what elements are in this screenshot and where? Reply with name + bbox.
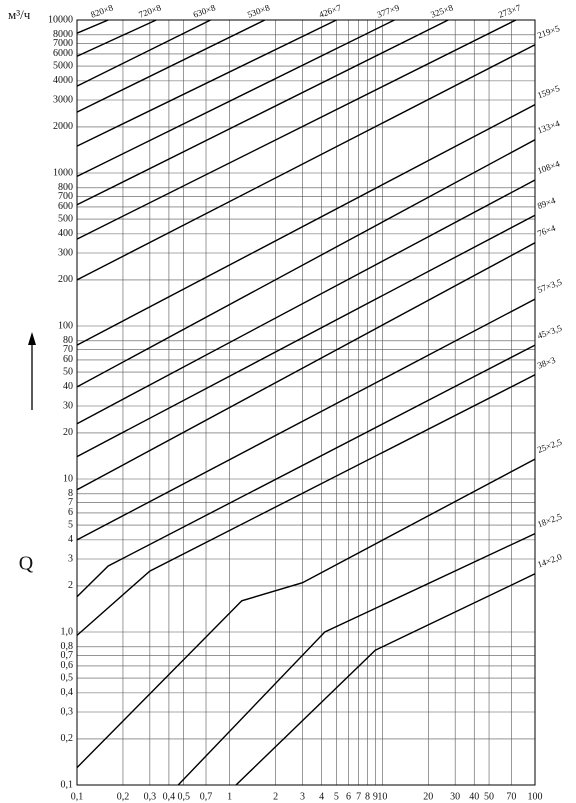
- axis-arrowhead: [28, 332, 36, 345]
- y-tick-label: 50: [63, 366, 73, 377]
- y-tick-label: 4000: [53, 75, 73, 86]
- y-tick-label: 0,1: [61, 779, 74, 790]
- x-tick-label: 100: [528, 791, 543, 802]
- x-tick-label: 2: [273, 791, 278, 802]
- y-tick-label: 5: [68, 519, 73, 530]
- series-line: [76, 344, 536, 598]
- y-tick-label: 0,3: [61, 706, 74, 717]
- series-line: [76, 19, 395, 178]
- series-line: [177, 532, 536, 786]
- x-tick-label: 9: [373, 791, 378, 802]
- y-tick-label: 80: [63, 335, 73, 346]
- x-tick-label: 7: [356, 791, 361, 802]
- x-tick-label: 10: [377, 791, 387, 802]
- series-line: [76, 19, 157, 57]
- x-tick-label: 0,3: [144, 791, 157, 802]
- series-line: [76, 19, 517, 240]
- y-tick-label: 0,5: [61, 672, 74, 683]
- y-tick-label: 800: [58, 182, 73, 193]
- y-tick-label: 70: [63, 344, 73, 355]
- y-tick-label: 7: [68, 497, 73, 508]
- y-tick-label: 10: [63, 473, 73, 484]
- y-tick-label: 60: [63, 354, 73, 365]
- y-tick-label: 4: [68, 534, 73, 545]
- y-tick-label: 500: [58, 213, 73, 224]
- y-tick-label: 0,8: [61, 641, 74, 652]
- series-line: [76, 458, 536, 769]
- series-line: [76, 139, 536, 388]
- y-tick-label: 400: [58, 228, 73, 239]
- series-line: [76, 242, 536, 491]
- x-tick-label: 0,4: [163, 791, 176, 802]
- series-line: [76, 19, 109, 34]
- x-tick-label: 8: [365, 791, 370, 802]
- y-tick-label: 100: [58, 320, 73, 331]
- y-tick-label: 600: [58, 201, 73, 212]
- y-tick-label: 1,0: [61, 626, 74, 637]
- y-tick-label: 0,2: [61, 733, 74, 744]
- x-tick-label: 0,2: [117, 791, 130, 802]
- x-tick-label: 4: [319, 791, 324, 802]
- x-tick-label: 30: [450, 791, 460, 802]
- series-line: [76, 103, 536, 346]
- series-line: [76, 19, 211, 87]
- series-line: [76, 19, 337, 147]
- y-tick-label: 3: [68, 553, 73, 564]
- x-tick-label: 3: [300, 791, 305, 802]
- x-tick-label: 5: [334, 791, 339, 802]
- y-unit: м³/ч: [8, 7, 31, 22]
- x-tick-label: 1: [227, 791, 232, 802]
- y-tick-label: 0,4: [61, 687, 74, 698]
- y-tick-label: 2: [68, 580, 73, 591]
- y-tick-label: 6: [68, 507, 73, 518]
- series-line: [76, 44, 536, 281]
- y-tick-label: 2000: [53, 121, 73, 132]
- x-tick-label: 20: [423, 791, 433, 802]
- y-tick-label: 40: [63, 381, 73, 392]
- y-tick-label: 20: [63, 427, 73, 438]
- x-tick-label: 0,1: [71, 791, 84, 802]
- y-tick-label: 6000: [53, 48, 73, 59]
- y-tick-label: 700: [58, 191, 73, 202]
- x-tick-label: 0,7: [200, 791, 213, 802]
- series-line: [76, 214, 536, 458]
- series-line: [76, 19, 266, 113]
- y-tick-label: 30: [63, 400, 73, 411]
- y-tick-label: 1000: [53, 167, 73, 178]
- y-tick-label: 3000: [53, 94, 73, 105]
- x-tick-label: 50: [484, 791, 494, 802]
- series-line: [76, 374, 536, 636]
- plot-frame: [76, 19, 536, 786]
- y-axis-label: Q: [19, 553, 34, 575]
- y-tick-label: 8000: [53, 29, 73, 40]
- series-line: [76, 179, 536, 425]
- y-tick-label: 0,6: [61, 660, 74, 671]
- x-tick-label: 0,5: [177, 791, 190, 802]
- series-line: [235, 573, 536, 786]
- series-line: [76, 19, 449, 206]
- y-tick-label: 7000: [53, 38, 73, 49]
- y-tick-label: 5000: [53, 60, 73, 71]
- x-tick-label: 6: [346, 791, 351, 802]
- y-tick-label: 300: [58, 247, 73, 258]
- x-tick-label: 40: [469, 791, 479, 802]
- series-line: [76, 298, 536, 541]
- y-tick-label: 8: [68, 488, 73, 499]
- x-tick-label: 70: [506, 791, 516, 802]
- y-tick-label: 0,7: [61, 650, 74, 661]
- y-tick-label: 10000: [48, 14, 73, 25]
- y-tick-label: 200: [58, 274, 73, 285]
